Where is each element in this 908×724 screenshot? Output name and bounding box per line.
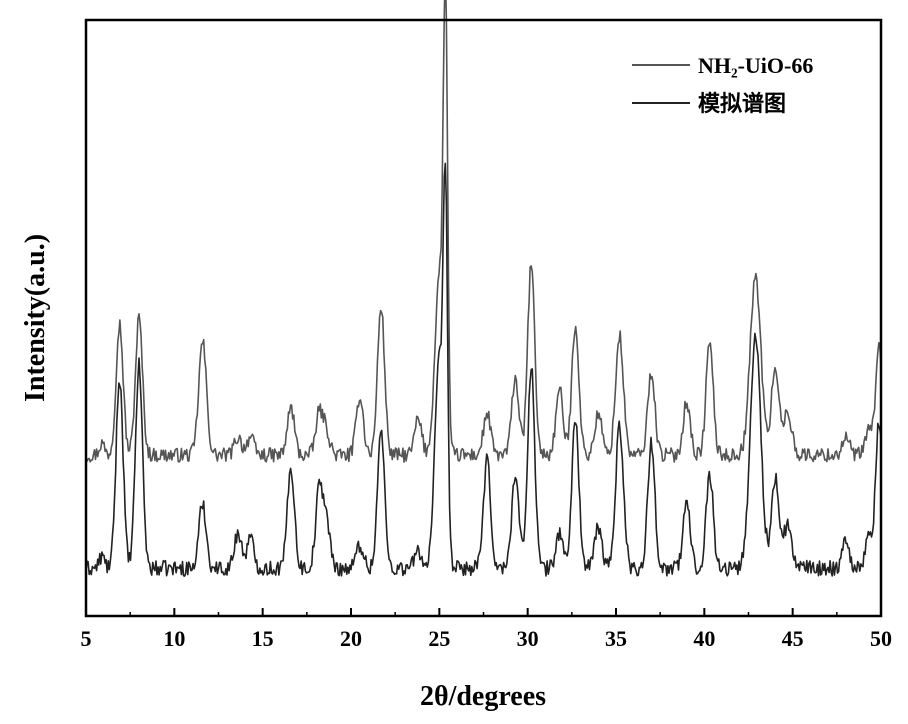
x-tick-label-15: 15 <box>252 626 274 651</box>
legend: NH₂-UiO-66 模拟谱图 <box>632 53 813 116</box>
x-tick-label-25: 25 <box>428 626 450 651</box>
x-tick-label-20: 20 <box>340 626 362 651</box>
x-tick-label-35: 35 <box>605 626 627 651</box>
y-axis-title: Intensity(a.u.) <box>20 234 51 402</box>
x-tick-label-30: 30 <box>517 626 539 651</box>
x-tick-label-10: 10 <box>163 626 185 651</box>
x-tick-label-5: 5 <box>81 626 92 651</box>
x-tick-label-45: 45 <box>782 626 804 651</box>
legend-label-nh2-uio-66: NH₂-UiO-66 <box>698 53 813 78</box>
legend-label-simulated: 模拟谱图 <box>698 91 786 116</box>
x-axis-title: 2θ/degrees <box>420 681 546 712</box>
x-tick-label-40: 40 <box>693 626 715 651</box>
plot-area <box>86 0 881 576</box>
x-tick-label-50: 50 <box>870 626 892 651</box>
x-axis: 5 10 15 20 25 30 35 40 45 50 <box>81 608 893 651</box>
